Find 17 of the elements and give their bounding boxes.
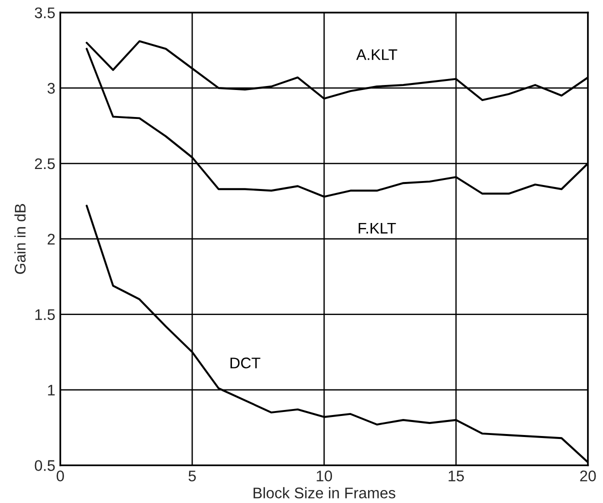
- y-tick-label: 3: [48, 82, 55, 94]
- text: F.KLT: [358, 222, 396, 234]
- x-tick-label: 20: [580, 470, 596, 482]
- y-tick-label: 1: [48, 384, 55, 396]
- y-tick-label: 0.5: [34, 460, 55, 471]
- series-label: A.KLT: [356, 49, 398, 60]
- y-tick-label: 2.5: [34, 158, 55, 170]
- x-tick-label: 15: [448, 470, 464, 482]
- y-axis-title: Gain in dB: [14, 204, 26, 274]
- y-tick-label: 1.5: [35, 309, 55, 320]
- x-tick-label: 5: [188, 470, 196, 482]
- y-tick-label: 3.5: [34, 7, 55, 18]
- y-tick-label: 2: [48, 234, 55, 244]
- series-label: DCT: [230, 358, 260, 368]
- x-tick-label: 0: [56, 470, 64, 482]
- x-axis-title: Block Size in Frames: [254, 487, 396, 498]
- x-tick-label: 10: [316, 470, 332, 482]
